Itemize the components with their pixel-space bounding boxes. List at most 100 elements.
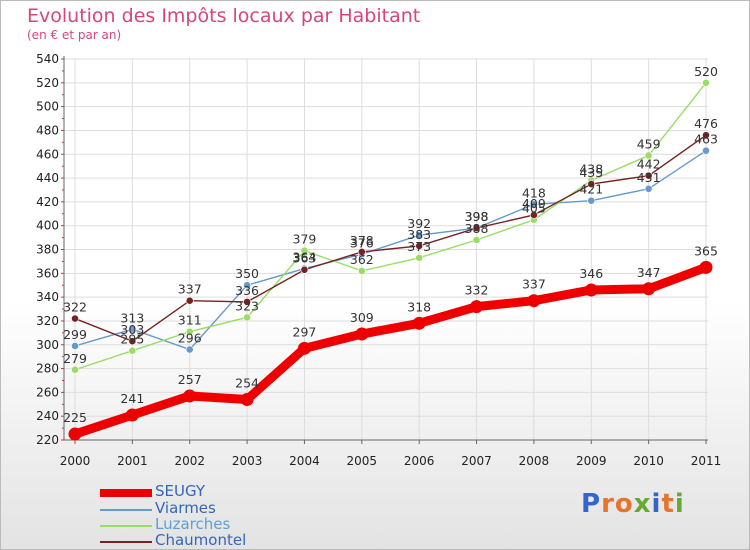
y-tick-label: 500 [36,100,59,114]
data-label-seugy: 241 [120,391,144,406]
data-point-luzarches [702,78,710,87]
data-point-luzarches [128,346,137,355]
data-point-seugy [297,341,311,355]
logo-letter: t [661,489,675,519]
data-point-luzarches [243,313,251,322]
labels-layer: 299 313 296 350 364 376 392 398 418 421 431 463 279 2… [63,64,718,425]
data-label-seugy: 309 [350,310,374,325]
data-label-chaumontel: 398 [465,209,489,224]
data-label-seugy: 225 [63,410,87,425]
y-tick-label: 360 [36,266,59,280]
x-tick-label: 2008 [519,454,550,468]
data-label-chaumontel: 409 [522,196,546,211]
data-label-chaumontel: 336 [235,283,259,298]
logo-letter: x [633,489,652,519]
data-point-seugy [183,389,197,403]
data-point-viarmes [587,196,596,205]
data-label-chaumontel: 363 [293,251,317,266]
legend-label: SEUGY [155,482,206,500]
data-label-viarmes: 364 [293,250,317,265]
data-point-chaumontel [300,265,309,274]
legend-label: Luzarches [155,515,231,533]
data-label-luzarches: 323 [235,298,259,313]
data-label-viarmes: 299 [63,327,87,342]
data-point-chaumontel [357,247,366,256]
data-label-luzarches: 388 [465,221,489,236]
data-label-viarmes: 350 [235,266,259,281]
data-point-seugy [642,282,656,296]
data-label-seugy: 332 [465,283,489,298]
legend-label: Viarmes [155,499,216,517]
series-line-seugy [70,262,711,439]
data-label-seugy: 297 [293,324,317,339]
data-label-seugy: 337 [522,277,546,292]
data-point-seugy [699,260,713,274]
data-label-viarmes: 431 [637,170,661,185]
data-point-luzarches [71,365,79,374]
data-label-chaumontel: 303 [120,322,144,337]
data-point-luzarches [472,236,481,244]
data-label-seugy: 346 [579,266,603,281]
y-tick-label: 260 [36,385,59,399]
data-label-viarmes: 418 [522,185,546,200]
data-label-luzarches: 459 [637,136,661,151]
data-label-seugy: 257 [178,372,202,387]
data-label-luzarches: 295 [120,332,144,347]
logo-letter: r [601,489,615,519]
data-point-luzarches [357,267,366,275]
grid [64,58,708,441]
legend-label: Chaumontel [155,531,247,549]
data-point-seugy [240,393,254,407]
x-tick-label: 2001 [117,454,148,468]
data-point-chaumontel [185,296,194,305]
data-label-viarmes: 376 [350,235,374,250]
x-tick-label: 2002 [174,454,205,468]
y-tick-label: 520 [36,76,59,90]
data-point-viarmes [530,200,538,209]
data-label-chaumontel: 476 [694,116,718,131]
legend-swatch [100,541,152,543]
data-point-chaumontel [530,211,538,219]
y-tick-label: 240 [36,409,59,423]
data-label-luzarches: 438 [579,161,603,176]
data-label-luzarches: 311 [178,313,202,328]
data-label-chaumontel: 322 [63,300,87,315]
data-point-viarmes [702,146,710,155]
x-tick-label: 2005 [347,454,378,468]
data-label-luzarches: 405 [522,201,546,216]
data-label-seugy: 254 [235,376,259,391]
legend-swatch [100,489,152,497]
data-point-viarmes [415,231,424,240]
data-label-viarmes: 313 [120,310,144,325]
x-tick-label: 2010 [633,454,664,468]
y-tick-label: 420 [36,195,59,209]
chart-title: Evolution des Impôts locaux par Habitant [27,5,421,27]
data-point-seugy [68,427,82,441]
x-tick-label: 2007 [461,454,492,468]
data-point-chaumontel [415,242,424,250]
data-point-luzarches [644,151,653,160]
series-line-viarmes [74,150,707,351]
logo-letter: i [674,489,685,519]
series-layer [68,78,713,441]
y-tick-label: 280 [36,362,59,376]
data-label-viarmes: 296 [178,331,202,346]
y-tick-label: 480 [36,123,59,137]
data-point-viarmes [185,345,194,354]
series-line-luzarches [74,82,707,371]
data-label-chaumontel: 435 [579,165,603,180]
logo-letter: o [614,489,634,519]
logo-letter: P [581,489,602,519]
data-label-luzarches: 279 [63,351,87,366]
data-point-chaumontel [71,314,79,323]
proxiti-logo: Proxiti [581,489,685,519]
data-point-viarmes [128,325,137,334]
data-label-chaumontel: 383 [407,227,431,242]
data-label-viarmes: 421 [579,182,603,197]
data-label-viarmes: 463 [694,132,718,147]
data-point-chaumontel [702,131,710,140]
y-tick-label: 460 [36,147,59,161]
chart-subtitle: (en € et par an) [27,28,122,42]
legend-swatch [100,525,152,527]
